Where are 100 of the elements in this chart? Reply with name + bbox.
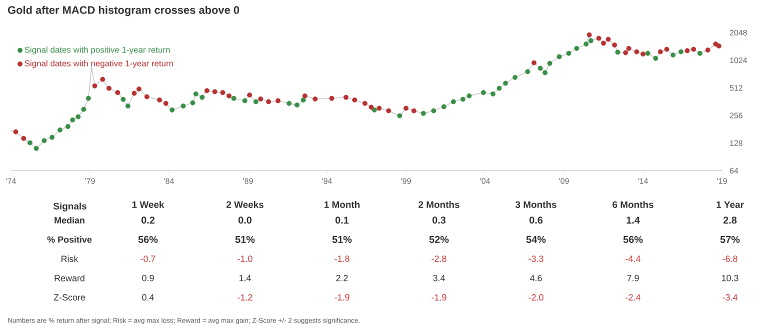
point: [50, 134, 55, 140]
point: [76, 114, 81, 120]
point: [626, 46, 632, 51]
point: [480, 90, 486, 96]
point: [343, 94, 348, 100]
y-tick-label: Median: [54, 216, 84, 224]
point: [57, 127, 62, 132]
point: [368, 104, 374, 110]
point: [125, 103, 130, 108]
point: [623, 50, 628, 56]
data-label: -2.0: [528, 294, 544, 301]
point: [490, 91, 496, 96]
data-label: 2.8: [723, 216, 737, 224]
point: [180, 103, 186, 108]
point: [503, 80, 508, 86]
point: [372, 107, 377, 112]
data-label: -3.4: [722, 294, 738, 301]
point: [547, 60, 552, 66]
point: [596, 36, 602, 41]
point: [312, 96, 318, 102]
point: [163, 100, 168, 106]
data-label: -1.9: [334, 294, 350, 301]
point: [253, 99, 258, 104]
point: [588, 38, 594, 44]
point: [13, 129, 18, 134]
point: [705, 48, 710, 53]
data-label: 56%: [138, 236, 158, 243]
point: [538, 66, 543, 71]
point: [670, 52, 676, 58]
point: [65, 124, 70, 130]
point: [586, 32, 592, 38]
point: [404, 106, 409, 111]
data-label: -1.2: [238, 294, 252, 300]
point: [92, 83, 98, 88]
data-label: 0.2: [141, 216, 155, 224]
point: [106, 86, 112, 91]
point: [42, 138, 47, 144]
point: [566, 50, 572, 56]
point: [697, 50, 702, 56]
point: [606, 36, 611, 42]
point: [441, 104, 446, 110]
point: [466, 93, 472, 98]
point: [584, 42, 589, 47]
point: [212, 89, 218, 94]
data-label: 51%: [332, 236, 352, 243]
x-tick-label: 2 Weeks: [226, 201, 264, 208]
point: [144, 94, 150, 100]
point: [397, 113, 402, 118]
point: [231, 96, 236, 101]
point: [431, 108, 436, 114]
point: [220, 90, 226, 96]
point: [81, 106, 86, 112]
x-tick-label: 1 Year: [716, 201, 744, 208]
data-label: -3.3: [528, 256, 544, 262]
point: [664, 46, 670, 52]
point: [716, 43, 722, 48]
data-label: 57%: [720, 236, 740, 243]
point: [352, 97, 358, 102]
point: [190, 100, 196, 106]
point: [496, 86, 502, 91]
point: [678, 49, 684, 54]
point: [136, 86, 142, 92]
x-tick-label: 2 Months: [418, 201, 460, 208]
data-label: -0.7: [140, 256, 156, 262]
point: [302, 93, 308, 98]
point: [531, 60, 536, 66]
y-tick-label: % Positive: [47, 236, 92, 243]
legend-label: Signal dates with positive 1-year return: [24, 46, 170, 54]
y-tick-label: Reward: [54, 274, 84, 282]
data-label: -1.8: [334, 256, 350, 262]
point: [386, 108, 392, 114]
y-axis-title: Signals: [53, 202, 86, 212]
point: [204, 88, 210, 94]
y-tick-label: Risk: [62, 255, 78, 262]
point: [329, 96, 334, 101]
point: [200, 94, 205, 100]
data-label: 0.4: [142, 294, 154, 301]
point: [266, 99, 272, 104]
point: [645, 50, 650, 56]
point: [376, 106, 382, 111]
data-label: 0.3: [432, 216, 446, 224]
point: [542, 70, 548, 76]
point: [86, 96, 91, 101]
data-label: 7.9: [627, 274, 639, 282]
data-label: 3.4: [433, 274, 445, 282]
point: [300, 97, 306, 102]
point: [294, 102, 300, 108]
data-label: 54%: [526, 236, 546, 243]
point: [525, 69, 530, 74]
data-label: 4.6: [530, 274, 542, 282]
point: [276, 98, 281, 104]
x-tick-label: 1 Week: [132, 201, 164, 208]
data-label: -4.4: [626, 256, 640, 262]
point: [34, 146, 39, 151]
data-label: 0.1: [335, 216, 349, 224]
point: [512, 74, 518, 80]
point: [634, 49, 640, 54]
point: [411, 108, 416, 114]
data-label: -1.0: [238, 256, 252, 262]
point: [258, 96, 264, 102]
